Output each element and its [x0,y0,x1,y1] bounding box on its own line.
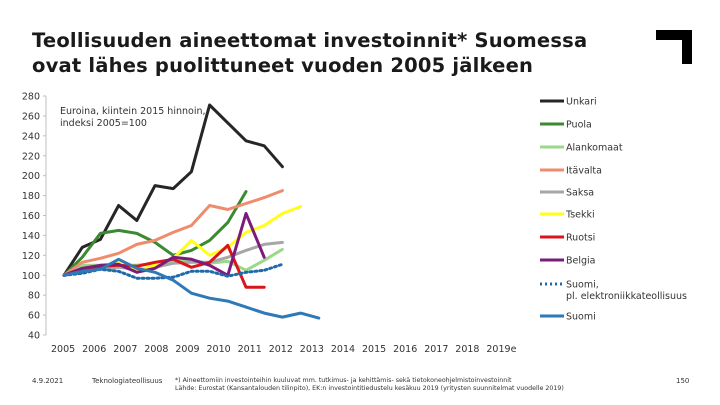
page-number: 150 [676,377,690,385]
y-tick-label: 180 [22,191,40,202]
legend: Unkari Puola Alankomaat Itävalta Saksa Tsekki… [540,97,687,323]
y-axis: 40 60 80 100 120 140 160 180 200 220 240 260 280 [22,92,47,342]
legend-label-cont: pl. elektroniikkateollisuus [566,291,687,302]
legend-label: Tsekki [565,210,595,221]
footer-note-line-1: *) Aineettomiin investointeihin kuuluvat… [175,377,512,384]
x-tick-label: 2009 [175,344,199,355]
legend-label: Alankomaat [566,143,623,154]
y-tick-label: 220 [22,151,40,162]
x-tick-label: 2010 [207,344,231,355]
x-axis: 2005 2006 2007 2008 2009 2010 2011 2012 2013 2014… [51,344,517,355]
x-tick-label: 2013 [300,344,324,355]
x-tick-label: 2019e [486,344,516,355]
legend-label: Ruotsi [566,233,595,244]
legend-label: Suomi [566,312,596,323]
y-tick-label: 100 [22,271,40,282]
legend-label: Belgia [566,256,596,267]
series-line-0 [62,103,284,277]
legend-label: Saksa [566,188,594,199]
x-tick-label: 2016 [393,344,417,355]
x-tick-label: 2007 [113,344,137,355]
brand-logo-icon [656,30,692,64]
x-tick-label: 2014 [331,344,355,355]
series-line-1 [62,190,248,277]
y-tick-label: 280 [22,92,40,103]
legend-label: Puola [566,120,592,131]
series-lines [62,103,321,320]
y-tick-label: 140 [22,231,40,242]
y-tick-label: 160 [22,211,40,222]
x-tick-label: 2018 [455,344,479,355]
y-tick-label: 120 [22,251,40,262]
x-tick-label: 2015 [362,344,386,355]
legend-label: Suomi, [566,280,599,291]
footer-note-line-2: Lähde: Eurostat (Kansantalouden tilinpit… [175,385,564,392]
legend-label: Itävalta [566,166,602,177]
x-tick-label: 2017 [424,344,448,355]
y-tick-label: 80 [28,291,40,302]
y-tick-label: 40 [28,331,40,342]
series-line-7 [62,212,266,277]
series-line-9 [62,257,321,320]
chart-title: Teollisuuden aineettomat investoinnit* S… [32,28,642,78]
footer-date: 4.9.2021 [32,377,64,385]
footer-org: Teknologiateollisuus [92,377,163,385]
chart-annotation-line-2: indeksi 2005=100 [60,118,147,129]
series-line-3 [62,189,284,277]
y-tick-label: 260 [22,111,40,122]
y-tick-label: 60 [28,311,40,322]
x-tick-label: 2006 [82,344,106,355]
x-tick-label: 2005 [51,344,75,355]
legend-label: Unkari [566,97,597,108]
title-line-2: ovat lähes puolittuneet vuoden 2005 jälk… [32,54,534,77]
x-tick-label: 2011 [238,344,262,355]
y-tick-label: 240 [22,131,40,142]
x-tick-label: 2012 [269,344,293,355]
chart-annotation-line-1: Euroina, kiintein 2015 hinnoin, [60,106,206,117]
y-tick-label: 200 [22,171,40,182]
footer-note: *) Aineettomiin investointeihin kuuluvat… [175,377,635,393]
x-tick-label: 2008 [144,344,168,355]
title-line-1: Teollisuuden aineettomat investoinnit* S… [32,29,588,52]
